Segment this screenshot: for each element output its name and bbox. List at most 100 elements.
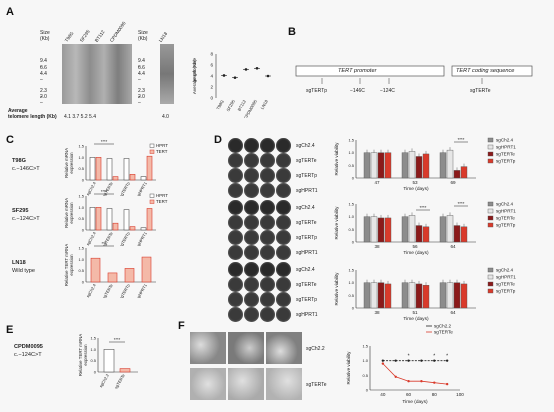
c-bar [140, 227, 147, 231]
a-ytick: 4 [210, 74, 213, 79]
c-bar [124, 268, 135, 283]
d-bar [439, 216, 447, 243]
tert-coding-label: TERT coding sequence [456, 68, 515, 74]
d-bar [446, 215, 454, 243]
a-ytick: 8 [210, 52, 213, 57]
d-ytick: 0 [352, 306, 355, 311]
c-bar-chart: Relative TERT mRNAexpression1.51.00.50sg… [64, 241, 156, 298]
e-bar-chart: Relative TERT mRNAexpression1.51.00.50sg… [78, 334, 138, 390]
size-tick: 9.4 – [138, 58, 145, 70]
sgterte-label: sgTERTe [470, 88, 491, 94]
c-ytick: 0 [82, 228, 85, 233]
c-ytick: 1.5 [78, 246, 84, 251]
d-legend-swatch [487, 158, 494, 164]
f-ytick: 1.0 [362, 358, 368, 363]
c-ytick: 1.0 [78, 257, 84, 262]
culture-well [276, 215, 291, 230]
culture-well [276, 307, 291, 322]
c-bar [129, 174, 136, 181]
c-cell-line: LN18 [12, 260, 26, 266]
c-ytick: 1.0 [78, 155, 84, 160]
d-bar [377, 282, 385, 309]
culture-well [276, 183, 291, 198]
micrograph-4 [190, 368, 226, 400]
f-point [445, 382, 449, 386]
c-ylabel-line: expression [69, 152, 74, 174]
d-ytick: 0.5 [348, 227, 354, 232]
culture-well [228, 200, 243, 215]
d-bar [408, 151, 416, 179]
e-bar [103, 349, 115, 373]
c-bar [112, 176, 119, 181]
culture-well [260, 183, 275, 198]
c-mutation: c.−146C>T [12, 166, 40, 172]
c-ylabel: Relative TERT mRNAexpression [64, 244, 74, 287]
tert-locus-diagram [295, 65, 533, 84]
d-xtick: 64 [450, 244, 456, 249]
d-legend-swatch [487, 222, 494, 228]
lane-label-ln18: LN18 [157, 31, 169, 43]
f-point [381, 362, 385, 365]
m146-label: −146C [350, 88, 365, 94]
f-point [433, 359, 436, 362]
micrograph-3 [266, 332, 302, 364]
d-legend-text: sgTERTe [496, 152, 515, 157]
c-bar-chart: Relative mRNAexpression1.51.00.50sgCh2.4… [64, 139, 168, 196]
d-sig: **** [420, 205, 427, 210]
size-tick: 2.3 – [40, 88, 47, 100]
d-legend-swatch [487, 144, 494, 150]
c-ylabel-line: Relative mRNA [64, 148, 69, 178]
culture-well [244, 215, 259, 230]
d-bar [422, 153, 430, 179]
e-ytick: 0.5 [90, 358, 96, 363]
e-mutation: c.−124C>T [14, 352, 42, 358]
size-tick: 2.0 – [138, 94, 145, 106]
d-ytick: 0 [352, 176, 355, 181]
panel-label-f: F [178, 320, 185, 332]
d-ylabel: Relative viability [334, 272, 339, 306]
f-point [394, 359, 397, 362]
d-legend-text: sgHPRT1 [496, 145, 516, 150]
f-point [407, 380, 410, 383]
d-xtick: 56 [412, 244, 418, 249]
d-ytick: 1.5 [348, 202, 354, 207]
c-ytick: 1.5 [78, 144, 84, 149]
culture-well [228, 183, 243, 198]
culture-well [260, 277, 275, 292]
tert-promoter-label: TERT promoter [338, 68, 377, 74]
e-sig: **** [114, 337, 121, 342]
f-sig: * [446, 354, 448, 360]
f-sig: * [408, 354, 410, 360]
culture-well [228, 153, 243, 168]
culture-well [244, 292, 259, 307]
c-ylabel-line: Relative mRNA [64, 198, 69, 228]
c-ytick: 1.5 [78, 194, 84, 199]
promoter-box [295, 65, 445, 77]
d-xlabel: Time (days) [403, 250, 429, 256]
f-point [394, 375, 397, 378]
d-plate-label: sgHPRT1 [296, 250, 318, 256]
c-xlabel: sgCh2.4 [85, 282, 97, 298]
culture-well [228, 215, 243, 230]
c-legend-text: HPRT [156, 143, 168, 148]
c-xlabel: sgHPRT1 [135, 282, 148, 298]
d-legend-text: sgTERTp [496, 223, 516, 228]
culture-well [228, 138, 243, 153]
d-plate-label: sgHPRT1 [296, 312, 318, 318]
d-bar [384, 217, 392, 243]
c-legend-text: HPRT [156, 193, 168, 198]
size-tick: 4.4 – [40, 71, 47, 83]
size-label: Size (Kb) [40, 30, 50, 42]
c-legend-swatch [149, 199, 155, 204]
d-bar [408, 215, 416, 243]
a-ytick: 6 [210, 63, 213, 68]
f-row-label-1: sgCh2.2 [306, 346, 325, 352]
e-ylabel-line: expression [83, 344, 88, 366]
a-ylabel-line: length (Kb) [192, 59, 197, 82]
culture-well [228, 277, 243, 292]
lane-label: T98G [63, 30, 75, 43]
d-bar [408, 282, 416, 309]
f-ytick: 0 [366, 388, 369, 393]
micrograph-2 [228, 332, 264, 364]
d-legend-swatch [487, 267, 494, 273]
